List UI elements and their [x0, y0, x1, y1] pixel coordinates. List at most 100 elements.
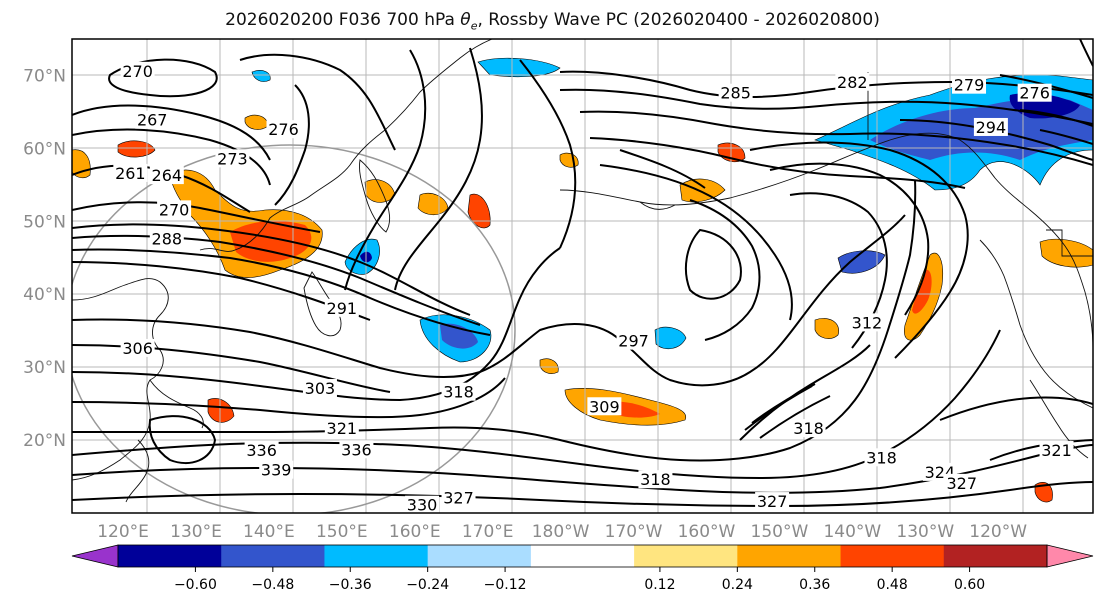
colorbar-tick-label: −0.12	[484, 577, 527, 593]
contour-label-bg	[405, 495, 440, 513]
contour-label-bg	[266, 120, 301, 139]
colorbar-max-extend	[1046, 544, 1094, 568]
colorbar-segment	[634, 545, 738, 567]
colorbar-segment	[530, 545, 635, 567]
colorbar-tick-label: 0.60	[954, 577, 985, 593]
lon-label: 120°E	[97, 522, 149, 542]
contour-label: 285	[720, 84, 751, 103]
colorbar-frame	[117, 544, 1048, 568]
contour-label: 309	[589, 397, 620, 416]
contour-label-bg	[120, 338, 155, 357]
lon-label: 150°W	[751, 522, 809, 542]
contour-label-bg	[638, 470, 673, 489]
positive-anomaly-ne-pacific	[679, 178, 726, 203]
lat-label: 60°N	[23, 139, 66, 159]
contour-label: 294	[976, 118, 1007, 137]
contour-label: 321	[1041, 441, 1072, 460]
positive-anomaly-west-coast-core	[912, 269, 932, 314]
contour-label: 312	[852, 313, 883, 332]
contour-label-bg	[952, 75, 987, 94]
contour-label-bg	[718, 83, 753, 102]
contour-label: 276	[1019, 84, 1050, 103]
contour-label-bg	[973, 117, 1008, 136]
colorbar-segment	[221, 545, 325, 567]
colorbar-segment	[943, 545, 1048, 567]
lon-label: 140°E	[243, 522, 295, 542]
contour-label: 264	[152, 166, 183, 185]
positive-anomaly-east-small	[1034, 481, 1053, 503]
negative-anomaly-north	[477, 57, 561, 78]
contour-label-bg	[835, 72, 870, 91]
contour-label: 282	[837, 73, 868, 92]
lon-label: 130°E	[170, 522, 222, 542]
contour-label: 318	[640, 470, 671, 489]
lon-label: 120°W	[969, 522, 1027, 542]
contour-label-bg	[149, 229, 184, 248]
contour-label: 288	[152, 230, 183, 249]
contour-label-bg	[1039, 441, 1074, 460]
contour-label: 318	[443, 383, 474, 402]
contour-label: 336	[341, 440, 372, 459]
negative-anomaly-east-pacific	[837, 250, 886, 274]
contour-label-bg	[215, 149, 250, 168]
lon-label: 170°W	[605, 522, 663, 542]
contour-label: 327	[757, 492, 788, 511]
contour-labels: 270 267 261 264 270 288 276 273 285 282 279 294 276 2…	[113, 61, 1074, 513]
lon-label: 160°E	[389, 522, 441, 542]
colorbar-segment	[737, 545, 842, 567]
contour-label-bg	[849, 313, 884, 332]
contour-label-bg	[157, 200, 192, 219]
contour-label-bg	[324, 298, 359, 317]
contour-label: 306	[122, 339, 153, 358]
graticule	[72, 39, 1093, 513]
positive-anomaly-kurils	[467, 193, 491, 229]
contour-label-bg	[120, 61, 155, 80]
positive-anomaly-asia-core	[230, 220, 312, 262]
contour-label: 318	[793, 419, 824, 438]
longitude-labels: 120°E 130°E 140°E 150°E 160°E 170°E 180°W 170°W…	[97, 522, 1027, 542]
lat-label: 30°N	[23, 358, 66, 378]
lon-label: 170°E	[462, 522, 514, 542]
colorbar-tick-label: 0.48	[877, 577, 908, 593]
colorbar: −0.60 −0.48 −0.36 −0.24 −0.12 0.12 0.24 0.36 0.4…	[71, 544, 1094, 593]
contour-label: 318	[866, 448, 897, 467]
contour-label: 273	[217, 149, 248, 168]
colorbar-segment	[324, 545, 429, 567]
contour-label-bg	[441, 382, 476, 401]
lon-label: 150°E	[316, 522, 368, 542]
contour-label-bg	[339, 440, 374, 459]
contour-label-bg	[1017, 83, 1052, 102]
colorbar-tick-label: 0.12	[644, 577, 675, 593]
reference-circle	[72, 144, 516, 513]
lat-label: 70°N	[23, 66, 66, 86]
latitude-labels: 70°N 60°N 50°N 40°N 30°N 20°N	[23, 66, 66, 451]
contour-label: 321	[327, 419, 358, 438]
contour-label-bg	[587, 397, 622, 416]
colorbar-tick-label: −0.48	[251, 577, 294, 593]
contour-label-bg	[864, 448, 899, 467]
lat-label: 40°N	[23, 285, 66, 305]
colorbar-segment	[840, 545, 945, 567]
contour-label: 267	[137, 111, 168, 130]
contour-label: 270	[122, 62, 153, 81]
contour-label-bg	[149, 166, 184, 185]
negative-anomaly-nw	[251, 70, 271, 82]
positive-anomaly-west-sub	[207, 398, 235, 423]
contour-label: 261	[115, 164, 146, 183]
map-area: 270 267 261 264 270 288 276 273 285 282 279 294 276 2…	[72, 39, 1093, 513]
contour-label: 279	[954, 76, 985, 95]
contour-label: 327	[443, 488, 474, 507]
contour-label-bg	[113, 163, 148, 182]
positive-anomaly-sw	[814, 318, 839, 339]
positive-anomaly-nw-a	[117, 140, 156, 158]
contour-label: 336	[246, 441, 277, 460]
colorbar-tick-label: −0.60	[174, 577, 217, 593]
contour-label-bg	[244, 441, 279, 460]
lon-label: 160°W	[678, 522, 736, 542]
negative-anomaly-mid	[654, 326, 687, 350]
lat-label: 50°N	[23, 212, 66, 232]
colorbar-tick-label: −0.36	[329, 577, 372, 593]
colorbar-tick-label: 0.24	[722, 577, 753, 593]
lon-label: 180°W	[532, 522, 590, 542]
